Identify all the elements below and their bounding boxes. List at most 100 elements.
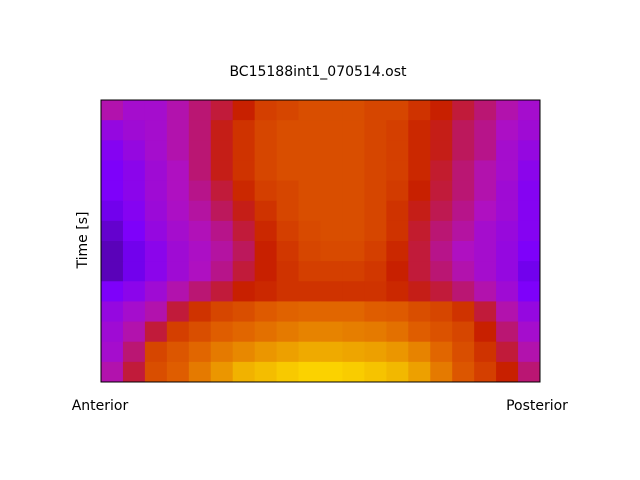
- heatmap-cell: [232, 220, 256, 242]
- heatmap-cell: [518, 140, 541, 161]
- heatmap-cell: [386, 200, 409, 222]
- heatmap-cell: [452, 301, 475, 323]
- heatmap-cell: [210, 341, 234, 363]
- heatmap-cell: [496, 100, 519, 121]
- heatmap-cell: [386, 120, 409, 141]
- chart-title: BC15188int1_070514.ost: [229, 64, 407, 80]
- heatmap-cell: [518, 120, 541, 141]
- heatmap-cell: [276, 100, 300, 121]
- heatmap-cell: [188, 301, 212, 323]
- heatmap-cell: [144, 140, 168, 161]
- heatmap-cell: [364, 321, 387, 343]
- heatmap-cell: [166, 160, 190, 182]
- heatmap-cell: [496, 341, 519, 363]
- heatmap-cell: [496, 220, 519, 242]
- heatmap-cell: [188, 180, 212, 202]
- heatmap-cell: [496, 321, 519, 343]
- heatmap-cell: [122, 301, 146, 323]
- heatmap-cell: [144, 100, 168, 121]
- heatmap-cell: [320, 160, 343, 182]
- heatmap-cell: [298, 321, 321, 343]
- heatmap-cell: [101, 120, 124, 141]
- heatmap-cell: [276, 321, 300, 343]
- heatmap-cell: [408, 220, 431, 242]
- heatmap-cell: [496, 281, 519, 302]
- heatmap-cell: [122, 120, 146, 141]
- heatmap-cell: [364, 160, 387, 182]
- heatmap-cell: [430, 301, 453, 323]
- heatmap-cell: [144, 220, 168, 242]
- heatmap-cell: [320, 361, 343, 383]
- heatmap-cell: [188, 321, 212, 343]
- heatmap-cell: [342, 341, 365, 363]
- heatmap-cell: [320, 220, 343, 242]
- heatmap-cell: [188, 140, 212, 161]
- heatmap-cell: [210, 220, 234, 242]
- heatmap-cell: [408, 200, 431, 222]
- heatmap-cell: [474, 261, 497, 282]
- heatmap-cell: [430, 180, 453, 202]
- heatmap-cell: [232, 160, 256, 182]
- heatmap-cell: [518, 321, 541, 343]
- heatmap-cell: [342, 241, 365, 262]
- heatmap-cell: [386, 281, 409, 302]
- heatmap-cell: [320, 100, 343, 121]
- heatmap-cell: [254, 341, 278, 363]
- heatmap-cell: [474, 180, 497, 202]
- heatmap-cell: [298, 100, 321, 121]
- heatmap-cell: [254, 281, 278, 302]
- heatmap-cell: [188, 261, 212, 282]
- heatmap-cell: [474, 220, 497, 242]
- heatmap-cell: [210, 321, 234, 343]
- heatmap-cell: [452, 241, 475, 262]
- heatmap-cell: [210, 140, 234, 161]
- heatmap-cell: [122, 100, 146, 121]
- heatmap-cell: [298, 301, 321, 323]
- heatmap-cell: [452, 200, 475, 222]
- x-axis-label-left: Anterior: [72, 398, 129, 414]
- heatmap-cell: [276, 160, 300, 182]
- heatmap-cell: [254, 160, 278, 182]
- heatmap-cell: [232, 301, 256, 323]
- heatmap-cell: [122, 241, 146, 262]
- heatmap-cell: [254, 301, 278, 323]
- heatmap-cell: [298, 281, 321, 302]
- heatmap-cell: [298, 361, 321, 383]
- heatmap-cell: [452, 341, 475, 363]
- heatmap-cell: [518, 200, 541, 222]
- heatmap-cell: [342, 140, 365, 161]
- heatmap-cell: [474, 341, 497, 363]
- heatmap-cell: [364, 261, 387, 282]
- heatmap-cell: [386, 341, 409, 363]
- heatmap-cell: [210, 281, 234, 302]
- heatmap-cell: [320, 120, 343, 141]
- heatmap-cell: [452, 261, 475, 282]
- heatmap-cell: [122, 321, 146, 343]
- heatmap-cell: [430, 261, 453, 282]
- heatmap-cell: [166, 321, 190, 343]
- heatmap-cell: [452, 100, 475, 121]
- heatmap-cell: [474, 301, 497, 323]
- heatmap-cell: [496, 180, 519, 202]
- heatmap-cell: [430, 120, 453, 141]
- heatmap-cell: [342, 261, 365, 282]
- heatmap-cell: [342, 301, 365, 323]
- heatmap-cell: [496, 120, 519, 141]
- heatmap-cell: [188, 220, 212, 242]
- heatmap-cell: [320, 241, 343, 262]
- heatmap-cell: [364, 361, 387, 383]
- heatmap-cell: [144, 160, 168, 182]
- heatmap-cell: [430, 321, 453, 343]
- heatmap-cell: [276, 180, 300, 202]
- heatmap-cell: [452, 140, 475, 161]
- heatmap-cell: [101, 200, 124, 222]
- heatmap-cell: [474, 200, 497, 222]
- heatmap-cell: [101, 180, 124, 202]
- heatmap-cell: [452, 160, 475, 182]
- heatmap-cell: [232, 180, 256, 202]
- heatmap-cell: [474, 281, 497, 302]
- heatmap-cell: [342, 180, 365, 202]
- heatmap-cell: [342, 321, 365, 343]
- heatmap-cell: [430, 220, 453, 242]
- heatmap-cell: [101, 140, 124, 161]
